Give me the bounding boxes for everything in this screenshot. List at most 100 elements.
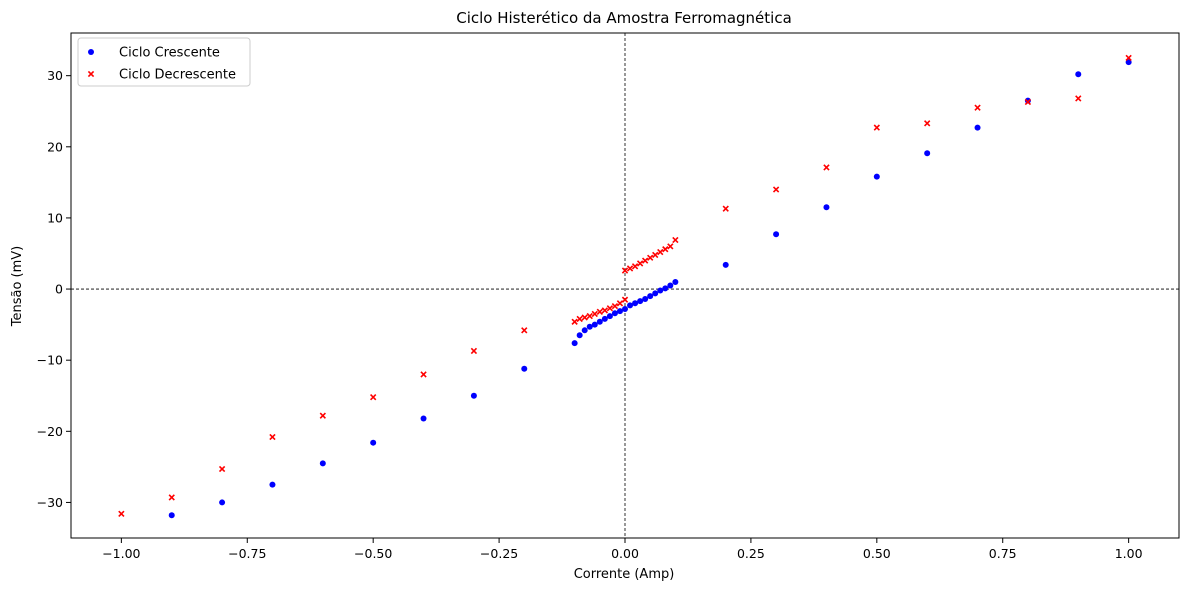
series-2-point-8 [470, 347, 478, 355]
series-1-point-15 [601, 315, 608, 322]
series-2-point-17 [606, 305, 614, 312]
y-axis-label: Tensão (mV) [10, 246, 25, 328]
series-2-point-4 [269, 433, 276, 441]
series-1-point-18 [616, 308, 623, 315]
legend-label-1: Ciclo Crescente [119, 46, 220, 61]
series-2-point-7 [420, 371, 427, 378]
series-2-point-26 [647, 254, 654, 261]
x-axis-label: Corrente (Amp) [574, 567, 675, 582]
series-2-point-34-stroke-b [823, 164, 830, 171]
x-tick-label-5: 0.00 [611, 546, 639, 561]
series-2-point-20-stroke-b [621, 296, 629, 303]
series-2-point-39 [1075, 95, 1082, 102]
series-2-point-29-stroke-b [662, 246, 669, 253]
series-2-point-34 [823, 164, 830, 171]
series-2-point-6 [370, 394, 377, 401]
series-1-point-16 [606, 313, 613, 320]
series-2-point-12-stroke-b [581, 314, 588, 321]
series-2-point-27 [652, 251, 659, 259]
x-tick-label-7: 0.50 [863, 546, 891, 561]
series-1-point-23 [642, 296, 649, 303]
legend-label-2: Ciclo Decrescente [119, 68, 236, 83]
series-2-point-11 [576, 315, 583, 323]
series-1-point-11 [581, 327, 588, 334]
series-1-point-35 [974, 124, 981, 131]
series-2-point-21 [621, 267, 629, 274]
series-1-point-27 [662, 285, 669, 292]
series-2-point-31 [672, 236, 679, 244]
series-2-point-18 [611, 302, 619, 310]
series-2-point-22 [626, 265, 634, 272]
series-2-point-25 [641, 257, 649, 264]
series-2-point-14 [591, 310, 598, 318]
series-2-point-28-stroke-b [657, 248, 664, 256]
series-2-point-19 [616, 300, 624, 307]
series-2-point-32-stroke-b [722, 205, 729, 212]
series-2-point-35 [873, 124, 880, 131]
series-2-point-33 [772, 186, 780, 193]
series-2-point-10-stroke-b [571, 318, 578, 325]
series-1-point-22 [637, 298, 644, 305]
legend: Ciclo Crescente Ciclo Decrescente [77, 37, 251, 87]
series-2-point-2 [168, 494, 175, 501]
x-tick-label-2: −0.75 [228, 546, 266, 561]
series-2-point-15 [596, 308, 603, 315]
series-2-point-24-stroke-b [636, 260, 644, 267]
series-1-point-5 [370, 439, 377, 446]
series-2-point-18-stroke-b [611, 302, 619, 310]
series-2-point-3-stroke-b [218, 465, 226, 473]
series-2-point-30 [667, 243, 674, 250]
series-1-point-24 [647, 293, 654, 300]
series-2-point-37-stroke-b [974, 104, 981, 111]
series-2-point-32 [722, 205, 729, 212]
series-2-point-13-stroke-b [586, 312, 593, 320]
y-tick-label-7: 30 [47, 68, 63, 83]
series-2-point-6-stroke-b [370, 394, 377, 401]
series-2-point-24 [636, 260, 644, 267]
series-1-point-30 [722, 261, 729, 268]
series-1-point-10 [576, 332, 583, 339]
series-2-point-29 [662, 246, 669, 253]
series-2-point-30-stroke-b [667, 243, 674, 250]
y-tick-label-2: −20 [37, 424, 63, 439]
series-1 [168, 59, 1132, 519]
series-1-point-6 [420, 415, 427, 422]
series-1-point-36 [1024, 97, 1031, 104]
series-2-point-36-stroke-b [924, 120, 931, 127]
legend-box [77, 37, 251, 87]
series-1-point-20 [627, 302, 634, 309]
y-tick-label-6: 20 [47, 139, 63, 154]
series-2-point-31-stroke-b [672, 236, 679, 244]
series-2-point-5-stroke-b [319, 412, 326, 419]
series-1-point-29 [672, 278, 679, 285]
series-2-point-1 [118, 510, 125, 517]
plot-area [71, 33, 1179, 538]
series-2-point-14-stroke-b [591, 310, 598, 318]
series-2-point-26-stroke-b [647, 254, 654, 261]
series-1-point-13 [591, 321, 598, 328]
series-1-point-14 [596, 318, 603, 325]
series-2-point-10 [571, 318, 578, 325]
series-1-point-2 [219, 499, 226, 506]
series-2-point-20 [621, 296, 629, 303]
series-2 [118, 54, 1132, 517]
series-2-point-39-stroke-b [1075, 95, 1082, 102]
series-2-point-38-stroke-b [1024, 98, 1032, 106]
series-1-point-32 [823, 204, 830, 211]
series-2-point-33-stroke-b [772, 186, 780, 193]
series-2-point-35-stroke-b [873, 124, 880, 131]
series-2-point-27-stroke-b [652, 251, 659, 259]
y-tick-label-3: −10 [37, 353, 63, 368]
series-2-point-16-stroke-b [601, 307, 609, 314]
series-1-point-21 [632, 300, 639, 307]
series-1-point-33 [873, 173, 880, 180]
series-1-point-19 [622, 305, 628, 312]
series-1-point-17 [611, 310, 618, 317]
series-2-point-21-stroke-b [621, 267, 629, 274]
series-2-point-1-stroke-b [118, 510, 125, 517]
series-2-point-9-stroke-b [521, 327, 528, 334]
series-2-point-36 [924, 120, 931, 127]
series-1-point-25 [652, 290, 659, 297]
series-2-point-2-stroke-b [168, 494, 175, 501]
